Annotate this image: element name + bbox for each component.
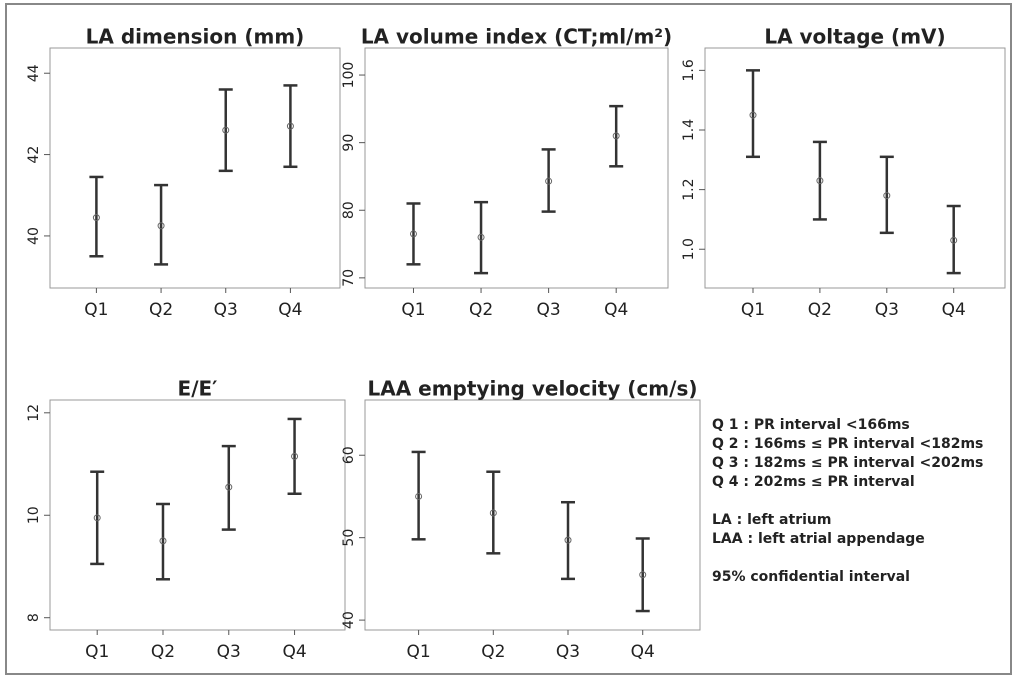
mean-point xyxy=(950,236,958,244)
plot-frame xyxy=(364,47,669,289)
x-tick-label: Q1 xyxy=(84,300,108,320)
mean-point xyxy=(477,233,485,241)
note-line: 95% confidential interval xyxy=(712,569,910,585)
x-tick-label: Q4 xyxy=(942,300,966,320)
mean-point xyxy=(749,111,757,119)
y-tick-label: 100 xyxy=(341,62,357,89)
y-tick-label: 42 xyxy=(26,146,42,164)
plot-frame xyxy=(364,399,701,631)
y-tick-label: 44 xyxy=(26,64,42,82)
figure-border xyxy=(5,3,1012,675)
y-tick-label: 50 xyxy=(341,529,357,547)
plot-frame xyxy=(49,399,346,631)
x-tick-label: Q1 xyxy=(85,642,109,662)
y-tick-label: 8 xyxy=(26,613,42,622)
y-tick-label: 10 xyxy=(26,506,42,524)
y-tick-label: 12 xyxy=(26,404,42,422)
note-line: Q 4 : 202ms ≤ PR interval xyxy=(712,474,915,490)
mean-point xyxy=(639,571,647,579)
y-tick-label: 80 xyxy=(341,201,357,219)
y-tick-label: 1.2 xyxy=(681,178,697,200)
mean-point xyxy=(883,192,891,200)
mean-point xyxy=(222,126,230,134)
mean-point xyxy=(291,452,299,460)
y-tick-label: 40 xyxy=(26,227,42,245)
y-tick-label: 60 xyxy=(341,446,357,464)
note-line: Q 3 : 182ms ≤ PR interval <202ms xyxy=(712,455,983,471)
x-tick-label: Q4 xyxy=(282,642,306,662)
chart-title: LA voltage (mV) xyxy=(764,25,945,49)
x-tick-label: Q2 xyxy=(808,300,832,320)
mean-point xyxy=(159,537,167,545)
y-tick-label: 70 xyxy=(341,269,357,287)
x-tick-label: Q1 xyxy=(406,642,430,662)
x-tick-label: Q4 xyxy=(631,642,655,662)
note-line: Q 2 : 166ms ≤ PR interval <182ms xyxy=(712,436,983,452)
mean-point xyxy=(816,177,824,185)
x-tick-label: Q2 xyxy=(151,642,175,662)
x-tick-label: Q3 xyxy=(214,300,238,320)
mean-point xyxy=(409,230,417,238)
chart-title: LA dimension (mm) xyxy=(86,25,305,49)
plot-frame xyxy=(704,47,1006,289)
x-tick-label: Q2 xyxy=(469,300,493,320)
x-tick-label: Q4 xyxy=(278,300,302,320)
mean-point xyxy=(415,492,423,500)
x-tick-label: Q3 xyxy=(537,300,561,320)
mean-point xyxy=(489,509,497,517)
chart-title: LA volume index (CT;ml/m²) xyxy=(361,25,672,49)
mean-point xyxy=(612,132,620,140)
mean-point xyxy=(545,177,553,185)
chart-title: LAA emptying velocity (cm/s) xyxy=(367,377,697,401)
x-tick-label: Q4 xyxy=(604,300,628,320)
mean-point xyxy=(92,214,100,222)
y-tick-label: 40 xyxy=(341,611,357,629)
plot-frame xyxy=(49,47,341,289)
note-line: LA : left atrium xyxy=(712,512,831,528)
y-tick-label: 1.0 xyxy=(681,238,697,260)
y-tick-label: 1.4 xyxy=(681,119,697,141)
chart-title: E/E′ xyxy=(178,377,218,401)
mean-point xyxy=(225,483,233,491)
x-tick-label: Q2 xyxy=(149,300,173,320)
x-tick-label: Q3 xyxy=(217,642,241,662)
y-tick-label: 90 xyxy=(341,134,357,152)
mean-point xyxy=(93,514,101,522)
note-line: LAA : left atrial appendage xyxy=(712,531,925,547)
x-tick-label: Q2 xyxy=(481,642,505,662)
x-tick-label: Q1 xyxy=(401,300,425,320)
y-tick-label: 1.6 xyxy=(681,59,697,81)
x-tick-label: Q3 xyxy=(875,300,899,320)
mean-point xyxy=(564,536,572,544)
mean-point xyxy=(286,122,294,130)
x-tick-label: Q3 xyxy=(556,642,580,662)
x-tick-label: Q1 xyxy=(741,300,765,320)
note-line: Q 1 : PR interval <166ms xyxy=(712,417,910,433)
mean-point xyxy=(157,222,165,230)
